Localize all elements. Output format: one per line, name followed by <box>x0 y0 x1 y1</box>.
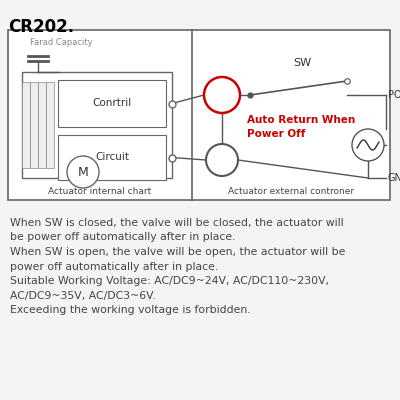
Text: Farad Capacity: Farad Capacity <box>30 38 93 47</box>
Circle shape <box>204 77 240 113</box>
Bar <box>8 30 390 200</box>
Text: GND: GND <box>388 173 400 183</box>
Text: When SW is closed, the valve will be closed, the actuator will: When SW is closed, the valve will be clo… <box>10 218 344 228</box>
Text: SW: SW <box>293 58 311 68</box>
Text: Power Off: Power Off <box>247 129 305 139</box>
Text: Actuator external controner: Actuator external controner <box>228 187 354 196</box>
Circle shape <box>352 129 384 161</box>
Circle shape <box>67 156 99 188</box>
Text: Exceeding the working voltage is forbidden.: Exceeding the working voltage is forbidd… <box>10 305 251 315</box>
Text: Auto Return When: Auto Return When <box>247 115 355 125</box>
Text: When SW is open, the valve will be open, the actuator will be: When SW is open, the valve will be open,… <box>10 247 345 257</box>
Text: power off automatically after in place.: power off automatically after in place. <box>10 262 218 272</box>
Text: Actuator internal chart: Actuator internal chart <box>48 187 152 196</box>
Bar <box>46 82 54 168</box>
Text: be power off automatically after in place.: be power off automatically after in plac… <box>10 232 236 242</box>
Circle shape <box>206 144 238 176</box>
Text: CR202.: CR202. <box>8 18 74 36</box>
Text: Conrtril: Conrtril <box>92 98 132 108</box>
Bar <box>22 82 30 168</box>
Text: POWER: POWER <box>388 90 400 100</box>
Bar <box>38 82 46 168</box>
Bar <box>58 80 166 127</box>
Bar <box>58 135 166 180</box>
Text: RD: RD <box>212 88 232 102</box>
Bar <box>30 82 38 168</box>
Text: M: M <box>78 166 88 178</box>
Text: AC/DC9~35V, AC/DC3~6V.: AC/DC9~35V, AC/DC3~6V. <box>10 290 156 300</box>
Bar <box>22 72 172 178</box>
Text: Circuit: Circuit <box>95 152 129 162</box>
Text: Suitable Working Voltage: AC/DC9~24V, AC/DC110~230V,: Suitable Working Voltage: AC/DC9~24V, AC… <box>10 276 329 286</box>
Text: BK: BK <box>212 154 232 166</box>
